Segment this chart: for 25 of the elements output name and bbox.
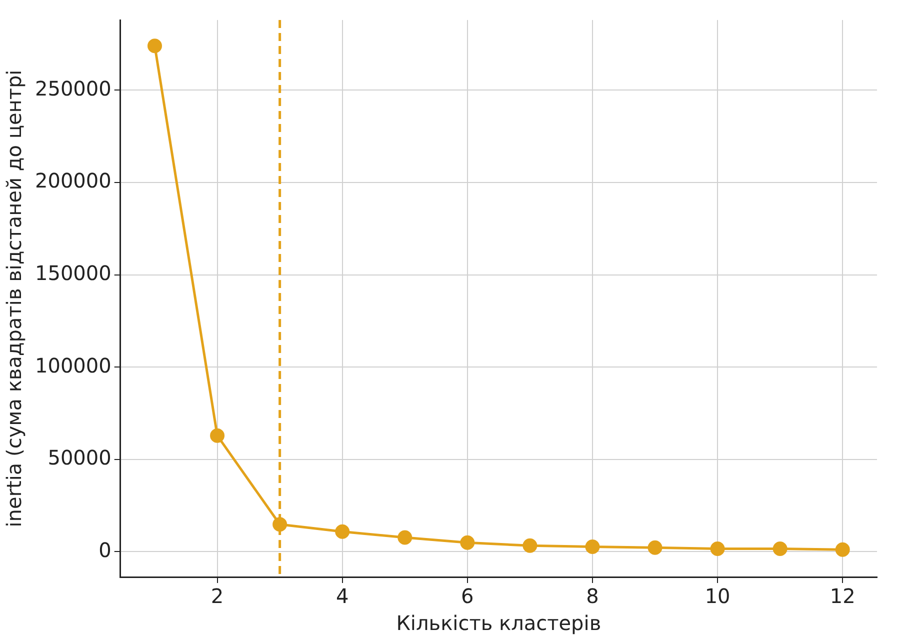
point xyxy=(648,540,662,555)
point xyxy=(460,535,475,550)
y-axis-title: inertia (сума квадратів відстаней до центрі xyxy=(2,70,26,528)
point xyxy=(522,538,538,553)
point xyxy=(210,428,225,443)
x-tick-label: 4 xyxy=(336,584,349,608)
y-tick-label: 250000 xyxy=(34,76,112,100)
y-tick-label: 100000 xyxy=(34,353,112,378)
x-tick-label: 2 xyxy=(210,584,224,608)
y-tick-label: 0 xyxy=(98,538,112,562)
point xyxy=(835,542,850,557)
point xyxy=(585,539,600,554)
point xyxy=(398,530,412,545)
point xyxy=(710,542,725,556)
y-tick-label: 200000 xyxy=(34,168,112,193)
x-tick-label: 8 xyxy=(586,584,599,608)
y-tick-label: 150000 xyxy=(34,260,112,285)
x-tick-label: 10 xyxy=(704,584,730,608)
y-tick-label: 50000 xyxy=(48,446,112,470)
point xyxy=(772,542,788,556)
point xyxy=(147,38,162,54)
point xyxy=(335,524,350,539)
x-tick-label: 6 xyxy=(461,584,474,608)
x-tick-label: 12 xyxy=(830,584,856,608)
x-axis-title: Кількість кластерів xyxy=(396,611,602,636)
